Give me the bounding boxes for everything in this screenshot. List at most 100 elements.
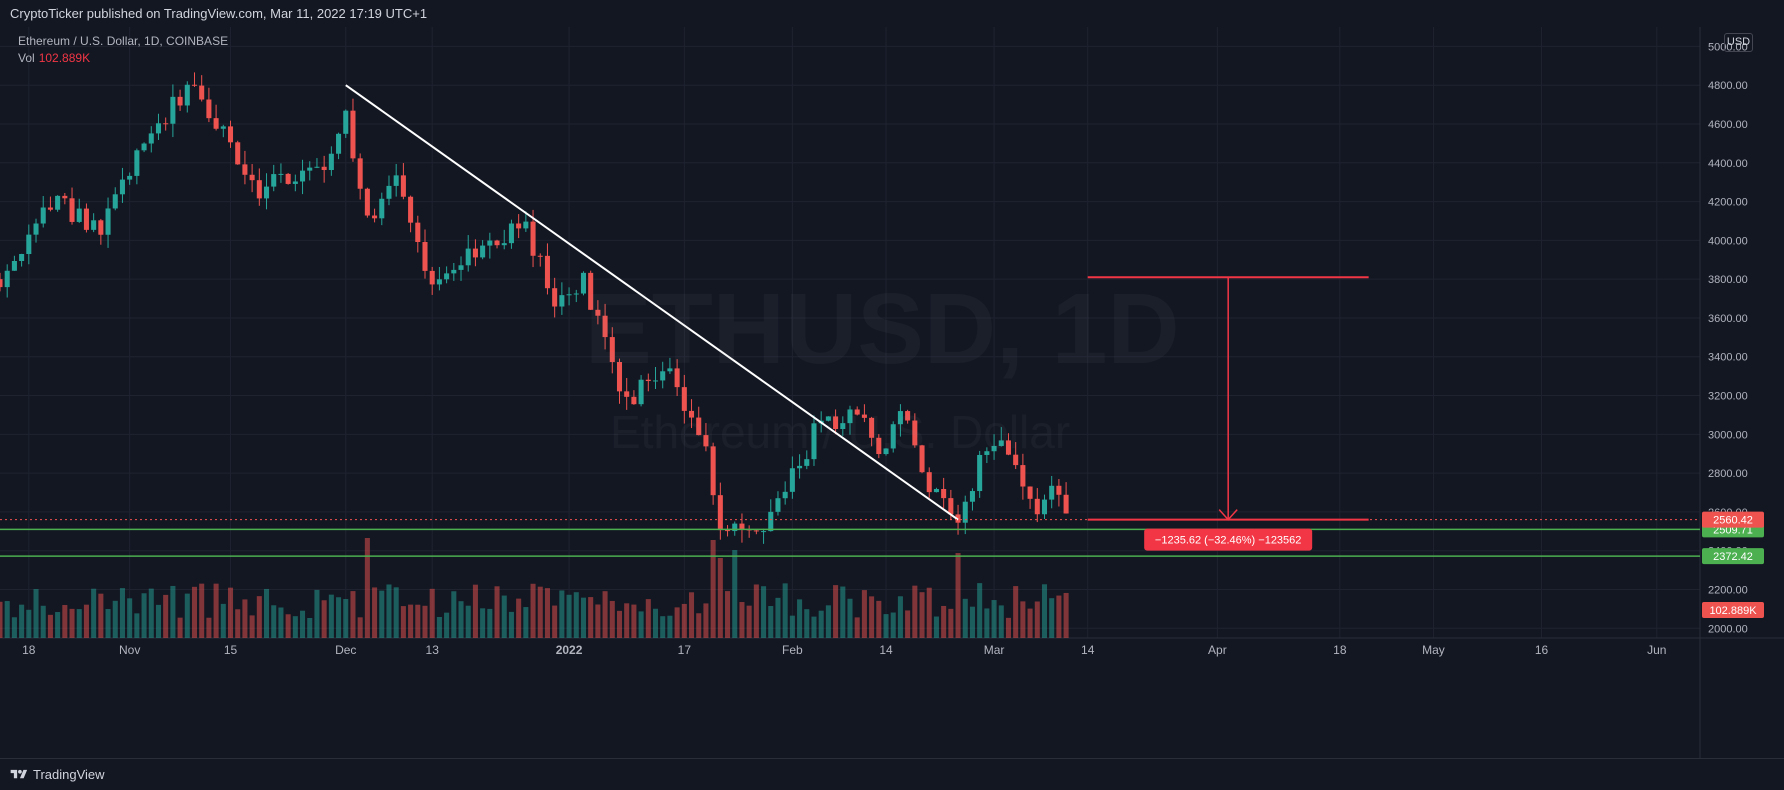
candle-body[interactable]: [624, 391, 630, 397]
candle-body[interactable]: [991, 445, 997, 452]
candle-body[interactable]: [55, 195, 61, 210]
candle-body[interactable]: [436, 279, 442, 285]
candle-body[interactable]: [422, 242, 428, 271]
candle-body[interactable]: [1041, 499, 1048, 515]
candle-body[interactable]: [1049, 485, 1055, 500]
candle-body[interactable]: [616, 362, 623, 392]
candle-body[interactable]: [83, 208, 89, 230]
candle-body[interactable]: [242, 164, 248, 175]
candle-body[interactable]: [566, 294, 572, 296]
candle-body[interactable]: [652, 380, 659, 382]
trendline[interactable]: [345, 84, 959, 521]
candle-body[interactable]: [789, 468, 795, 492]
candle-body[interactable]: [811, 423, 817, 460]
candle-body[interactable]: [782, 491, 788, 499]
candle-body[interactable]: [1027, 486, 1033, 499]
candle-body[interactable]: [847, 409, 853, 424]
candle-body[interactable]: [408, 196, 414, 223]
candle-body[interactable]: [797, 465, 803, 469]
candle-body[interactable]: [141, 143, 147, 151]
candle-body[interactable]: [350, 110, 356, 159]
candles[interactable]: [0, 72, 1069, 544]
candle-body[interactable]: [732, 523, 738, 532]
candle-body[interactable]: [725, 530, 731, 532]
time-axis[interactable]: 18 Nov 15 Dec 13 2022 17 Feb 14 Mar 14 Apr 18 May 16 Ju…: [22, 643, 1666, 657]
candle-body[interactable]: [155, 123, 161, 134]
candle-body[interactable]: [314, 166, 320, 168]
candle-body[interactable]: [300, 170, 306, 182]
candle-body[interactable]: [559, 295, 565, 307]
candle-body[interactable]: [26, 234, 32, 255]
symbol-legend[interactable]: Ethereum / U.S. Dollar, 1D, COINBASE: [18, 34, 229, 48]
candle-body[interactable]: [163, 123, 169, 125]
candle-body[interactable]: [998, 440, 1004, 446]
candle-body[interactable]: [62, 195, 68, 199]
candle-body[interactable]: [1005, 440, 1011, 455]
footer-brand[interactable]: TradingView: [33, 767, 105, 782]
candle-body[interactable]: [948, 498, 954, 515]
candle-body[interactable]: [905, 411, 911, 421]
price-chart[interactable]: −1235.62 (−32.46%) −123562 2000.00 2200.0…: [0, 27, 1784, 758]
candle-body[interactable]: [1056, 485, 1062, 495]
candle-body[interactable]: [984, 451, 990, 455]
candle-body[interactable]: [206, 99, 212, 119]
candle-body[interactable]: [696, 417, 702, 436]
candle-body[interactable]: [1020, 465, 1026, 487]
candle-body[interactable]: [602, 315, 608, 338]
candle-body[interactable]: [890, 424, 896, 449]
candle-body[interactable]: [487, 240, 493, 246]
candle-body[interactable]: [631, 396, 637, 405]
candle-body[interactable]: [508, 223, 514, 244]
candle-body[interactable]: [588, 272, 594, 310]
candle-body[interactable]: [98, 220, 104, 235]
candle-body[interactable]: [897, 411, 903, 425]
candle-body[interactable]: [321, 166, 327, 170]
candle-body[interactable]: [19, 254, 25, 262]
candle-body[interactable]: [969, 491, 975, 502]
candle-body[interactable]: [285, 173, 291, 184]
candle-body[interactable]: [292, 181, 298, 184]
candle-body[interactable]: [458, 265, 464, 270]
candle-body[interactable]: [933, 489, 939, 493]
candle-body[interactable]: [516, 223, 522, 229]
candle-body[interactable]: [47, 207, 53, 210]
candle-body[interactable]: [0, 279, 3, 288]
chart-drawings[interactable]: −1235.62 (−32.46%) −123562: [0, 84, 1700, 557]
candle-body[interactable]: [256, 180, 262, 199]
candle-body[interactable]: [148, 133, 154, 144]
candle-body[interactable]: [415, 222, 421, 243]
candle-body[interactable]: [667, 368, 673, 372]
candle-body[interactable]: [444, 273, 450, 280]
candle-body[interactable]: [919, 445, 925, 473]
candle-body[interactable]: [4, 270, 10, 288]
candle-body[interactable]: [638, 379, 644, 405]
candle-body[interactable]: [854, 409, 860, 415]
candle-body[interactable]: [465, 248, 471, 266]
volume-legend[interactable]: Vol 102.889K: [18, 51, 90, 65]
candle-body[interactable]: [825, 416, 831, 421]
candle-body[interactable]: [271, 174, 277, 187]
candle-body[interactable]: [336, 133, 342, 154]
candle-body[interactable]: [912, 420, 918, 446]
candle-body[interactable]: [717, 495, 723, 531]
candle-body[interactable]: [177, 96, 183, 106]
candle-body[interactable]: [191, 84, 198, 86]
candle-body[interactable]: [105, 208, 111, 235]
candle-body[interactable]: [609, 337, 615, 363]
candle-body[interactable]: [227, 126, 234, 143]
candle-body[interactable]: [840, 423, 846, 430]
candle-body[interactable]: [1013, 454, 1019, 466]
candle-body[interactable]: [364, 188, 370, 216]
candle-body[interactable]: [753, 530, 759, 532]
candle-body[interactable]: [530, 221, 536, 256]
candle-body[interactable]: [494, 240, 500, 246]
candle-body[interactable]: [977, 454, 983, 492]
candle-body[interactable]: [429, 270, 435, 285]
candle-body[interactable]: [501, 243, 507, 246]
candle-body[interactable]: [119, 179, 125, 195]
candle-body[interactable]: [869, 417, 875, 438]
candle-body[interactable]: [768, 511, 774, 532]
candle-body[interactable]: [249, 174, 255, 181]
candle-body[interactable]: [184, 84, 190, 106]
candle-body[interactable]: [833, 416, 839, 430]
